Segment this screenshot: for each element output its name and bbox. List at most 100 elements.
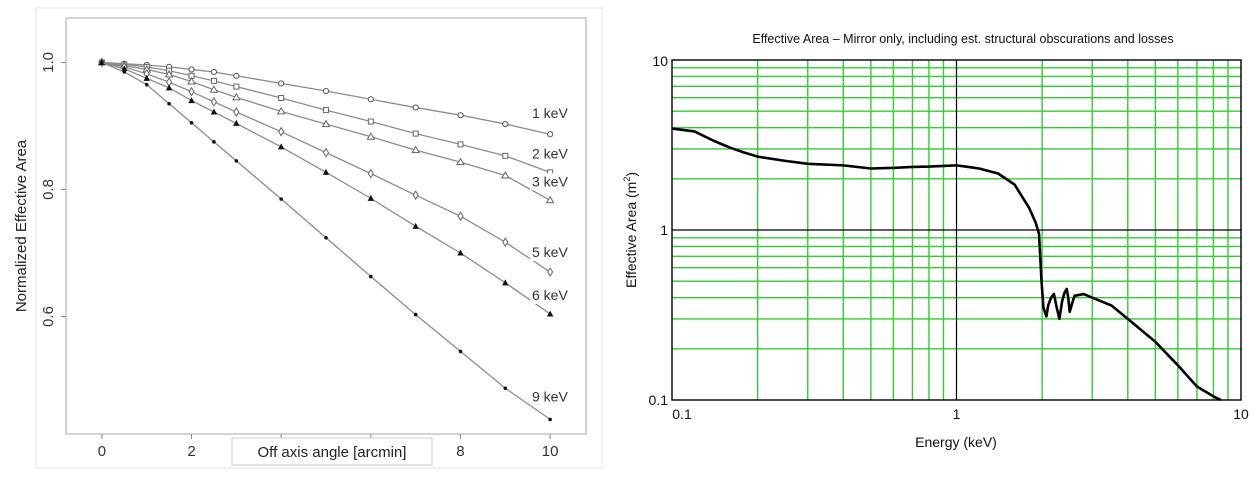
data-point [367,118,374,125]
data-point [210,108,218,115]
data-point [164,70,174,78]
series-label: 2 keV [532,145,568,161]
data-point [456,157,465,166]
x-axis-label: Energy (keV) [915,434,997,450]
data-point [187,77,196,85]
data-point [322,168,330,175]
effective-area-curve [671,127,1222,402]
y-axis-label: Normalized Effective Area [13,139,30,312]
series-label: 3 keV [532,173,568,189]
data-point [369,274,373,279]
data-point [165,84,173,91]
data-point [366,132,376,140]
data-point [545,195,555,204]
x-tick-label: 0.1 [672,406,692,422]
data-point [231,92,241,101]
y-axis-label-superscript: 2 [622,177,632,182]
x-tick-label: 8 [456,443,464,460]
left-background [0,0,610,497]
series-label-bg [530,286,572,304]
data-point [188,97,195,104]
y-tick-label: 10 [652,53,668,69]
effective-area-chart: Effective Area – Mirror only, including … [610,0,1255,497]
data-point [209,85,219,93]
data-point [502,279,509,286]
x-tick-label: 2 [187,443,195,460]
series-label: 5 keV [532,244,568,260]
data-point [457,249,464,256]
y-axis-label-main: Effective Area (m [623,182,639,288]
data-point [143,74,150,81]
data-point [278,80,285,87]
data-point [547,267,554,277]
data-point [412,104,419,111]
data-point [323,107,329,114]
data-point [457,112,464,119]
data-point [322,147,330,158]
y-tick-label: 1 [660,222,668,238]
data-point [122,70,127,74]
left-plot-frame [65,17,587,435]
series-label-bg [530,145,572,163]
data-point [457,141,464,148]
data-point [546,310,554,317]
data-point [167,101,171,106]
data-point [279,197,283,201]
data-point [188,86,195,97]
data-point [233,119,240,126]
data-point [321,119,331,128]
series-label-bg [530,105,572,123]
series-label: 1 keV [532,105,568,121]
data-point [210,68,218,76]
data-point [411,145,421,154]
data-point [188,66,195,73]
series-line [101,61,551,273]
data-point [278,95,285,102]
series-label-bg [530,388,572,406]
data-point [502,237,509,248]
data-point [413,312,418,317]
x-axis-label-box [231,437,433,466]
data-point [234,159,239,163]
series-label-bg [530,173,572,191]
y-tick-label: 0.1 [649,392,669,408]
data-point [278,126,285,137]
data-point [144,82,149,87]
x-tick-label: 0 [98,443,106,460]
x-tick-label: 1 [953,406,961,422]
data-point [548,417,552,422]
right-plot-frame [671,59,1242,401]
series-label: 6 keV [532,287,568,303]
data-point [324,235,328,240]
right-chart-panel: Effective Area – Mirror only, including … [610,0,1255,497]
data-point [367,96,374,103]
data-point [276,106,286,115]
data-point [121,65,128,72]
data-point [189,120,194,125]
data-point [547,131,554,138]
data-point [458,349,463,354]
data-point [412,190,419,201]
data-point [277,143,285,150]
y-tick-label: 1.0 [40,52,57,73]
series-line [101,61,551,420]
data-point [500,171,510,179]
series-line [101,61,551,201]
series-line [101,61,551,173]
data-point [210,77,217,84]
right-background [610,0,1255,497]
data-point [367,168,374,179]
data-point [210,96,218,107]
data-point [233,72,240,79]
data-point [322,87,330,95]
data-point [412,130,419,137]
y-tick-label: 0.8 [40,179,57,200]
data-point [502,152,509,159]
data-point [100,60,104,65]
data-point [502,120,509,128]
data-point [503,386,508,391]
data-point [212,140,216,144]
data-point [233,83,240,90]
data-point [367,194,375,201]
